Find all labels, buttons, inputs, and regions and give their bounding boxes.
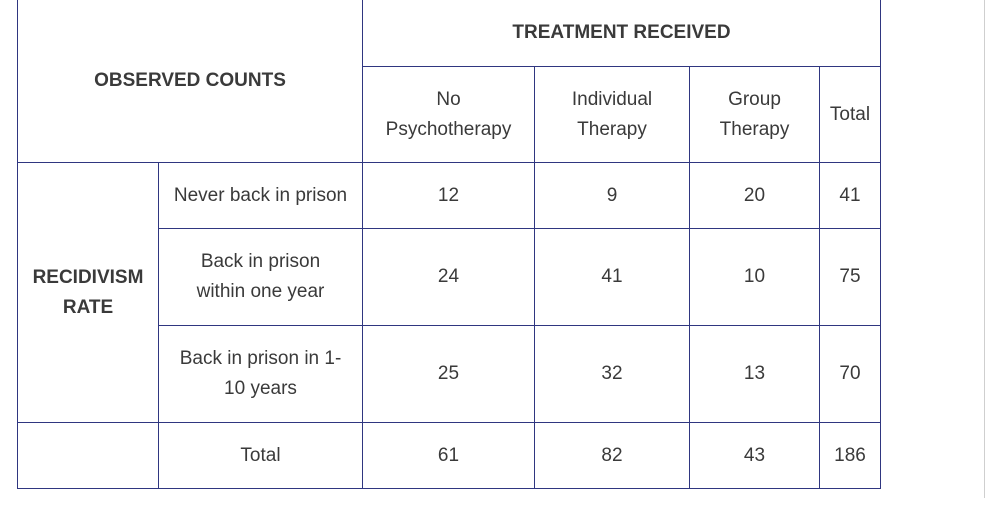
column-header-individual-therapy: Individual Therapy: [534, 66, 690, 163]
row-label-within-one-year: Back in prison within one year: [158, 228, 363, 326]
header-row-columns: No Psychotherapy Individual Therapy Group T…: [18, 66, 881, 163]
total-row: Total 61 82 43 186: [17, 422, 881, 489]
table-cell: 41: [534, 228, 690, 326]
total-row-blank-cell: [17, 422, 159, 489]
total-row-label: Total: [158, 422, 363, 489]
table-cell: 82: [534, 422, 690, 489]
table-cell: 61: [362, 422, 535, 489]
table-cell: 70: [819, 325, 881, 423]
table-cell: 41: [819, 162, 881, 229]
row-group-label-cell: RECIDIVISM RATE: [17, 162, 159, 423]
table-row: RECIDIVISM RATE Never back in prison 12 …: [17, 162, 881, 423]
row-label-one-to-ten-years: Back in prison in 1- 10 years: [158, 325, 363, 423]
column-header-group-therapy: Group Therapy: [689, 66, 820, 163]
observed-counts-table-wrap: OBSERVED COUNTS TREATMENT RECEIVED No Psy…: [17, 0, 881, 489]
treatment-header-cell: TREATMENT RECEIVED: [362, 0, 881, 67]
row-group-label: RECIDIVISM RATE: [32, 266, 144, 318]
row-label-never-back: Never back in prison: [158, 162, 363, 229]
table-cell: 43: [689, 422, 820, 489]
table-cell: 24: [362, 228, 535, 326]
table-row: Back in prison within one year 24 41 10 7…: [18, 228, 881, 326]
table-cell: 13: [689, 325, 820, 423]
column-header-total: Total: [819, 66, 881, 163]
table-cell: 9: [534, 162, 690, 229]
corner-cell: OBSERVED COUNTS: [17, 0, 363, 163]
table-cell: 32: [534, 325, 690, 423]
column-header-no-psychotherapy: No Psychotherapy: [362, 66, 535, 163]
corner-label: OBSERVED COUNTS: [94, 69, 286, 91]
table-cell: 12: [362, 162, 535, 229]
table-cell: 75: [819, 228, 881, 326]
table-cell: 186: [819, 422, 881, 489]
table-cell: 10: [689, 228, 820, 326]
header-row-top: OBSERVED COUNTS TREATMENT RECEIVED: [17, 0, 881, 163]
observed-counts-table: OBSERVED COUNTS TREATMENT RECEIVED No Psy…: [17, 0, 881, 489]
table-cell: 20: [689, 162, 820, 229]
table-row: Back in prison in 1- 10 years 25 32 13 70: [18, 325, 881, 423]
table-cell: 25: [362, 325, 535, 423]
page-edge-divider: [984, 0, 985, 498]
treatment-header: TREATMENT RECEIVED: [512, 21, 731, 43]
